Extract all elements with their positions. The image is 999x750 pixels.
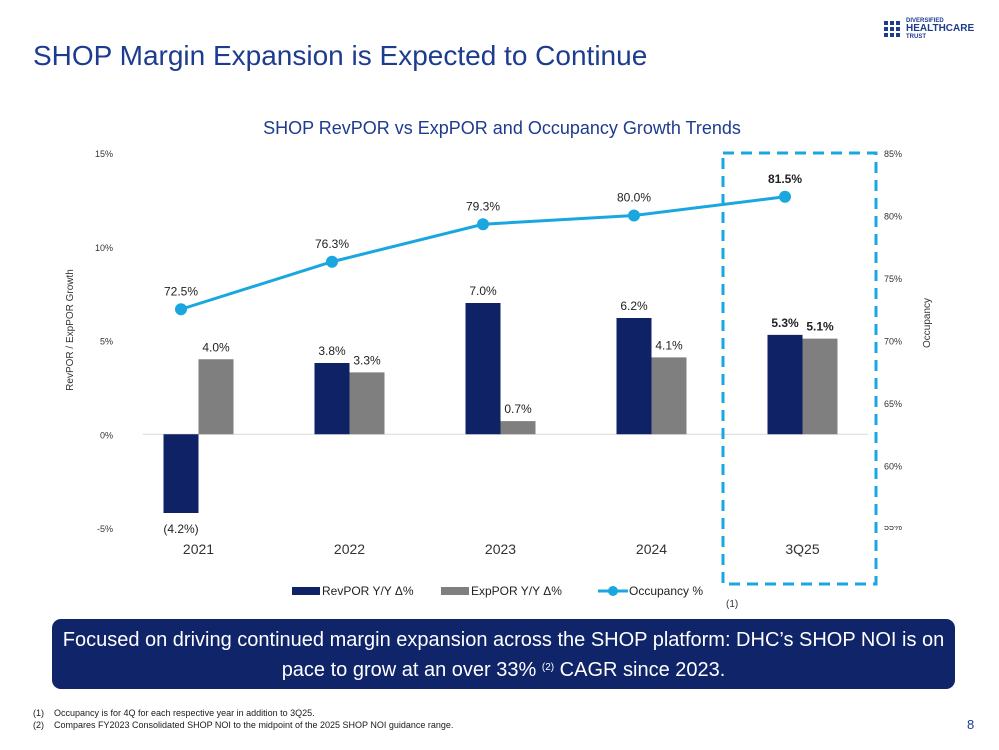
y-tick-label: 10% [95, 243, 113, 253]
occupancy-point [779, 190, 791, 203]
occupancy-data-label: 80.0% [617, 191, 651, 205]
occupancy-data-label: 76.3% [315, 237, 349, 251]
y2-tick-label: 85% [884, 149, 902, 159]
y-tick-label: 15% [95, 149, 113, 159]
logo-grid-icon [884, 21, 900, 37]
occupancy-point [477, 218, 489, 231]
y2-tick-label: 75% [884, 274, 902, 284]
logo-line-2: HEALTHCARE [906, 23, 975, 34]
company-logo: DIVERSIFIED HEALTHCARE TRUST [884, 18, 974, 40]
y2-tick-label: 65% [884, 399, 902, 409]
footnotes: (1) Occupancy is for 4Q for each respect… [33, 707, 453, 731]
legend-exppor-label: ExpPOR Y/Y Δ% [471, 584, 562, 598]
x-tick-label: 2021 [183, 541, 214, 557]
highlight-footnote-ref: (1) [726, 599, 738, 610]
chart-legend: RevPOR Y/Y Δ% ExpPOR Y/Y Δ% Occupancy % [292, 584, 703, 598]
exppor-data-label: 3.3% [353, 353, 381, 367]
legend-revpor-swatch [292, 587, 320, 595]
revpor-data-label: 6.2% [620, 299, 648, 313]
logo-line-1: DIVERSIFIED [906, 18, 944, 24]
y2-tick-label: 60% [884, 462, 902, 472]
footnote-number: (1) [33, 708, 44, 718]
combo-chart: SHOP RevPOR vs ExpPOR and Occupancy Grow… [65, 118, 933, 610]
y2-axis-label: Occupancy [922, 298, 933, 348]
x-tick-label: 2024 [636, 541, 667, 557]
revpor-bar [314, 363, 350, 435]
footnote-text: Occupancy is for 4Q for each respective … [54, 708, 315, 718]
revpor-data-label: 5.3% [771, 316, 799, 330]
footnote-number: (2) [33, 720, 44, 730]
callout-banner: Focused on driving continued margin expa… [52, 619, 955, 689]
exppor-data-label: 4.1% [655, 338, 683, 352]
exppor-bar [349, 372, 385, 435]
banner-text-end: CAGR since 2023. [559, 659, 726, 681]
x-tick-label: 3Q25 [785, 541, 819, 557]
page-title: SHOP Margin Expansion is Expected to Con… [33, 40, 648, 71]
y2-axis-mask [881, 476, 921, 526]
banner-text: Focused on driving continued margin expa… [62, 629, 945, 681]
y-tick-label: -5% [97, 524, 113, 534]
footnote-text: Compares FY2023 Consolidated SHOP NOI to… [54, 720, 454, 730]
occupancy-data-label: 81.5% [768, 172, 802, 186]
highlight-box [721, 151, 878, 586]
y-tick-label: 0% [100, 430, 113, 440]
exppor-data-label: 5.1% [806, 320, 834, 334]
exppor-bar [802, 338, 838, 435]
footnote-1: (1) Occupancy is for 4Q for each respect… [33, 707, 453, 719]
revpor-data-label: (4.2%) [163, 522, 198, 536]
revpor-bar [616, 318, 652, 435]
revpor-bar [767, 334, 803, 435]
legend-occupancy-label: Occupancy % [629, 584, 703, 598]
occupancy-point [628, 209, 640, 222]
x-tick-label: 2023 [485, 541, 516, 557]
revpor-bar [163, 434, 199, 513]
page-number: 8 [967, 717, 975, 732]
exppor-bar [651, 357, 687, 435]
logo-line-3: TRUST [906, 34, 926, 40]
legend-occupancy-marker [608, 586, 618, 596]
revpor-bar [465, 303, 501, 435]
exppor-data-label: 0.7% [504, 402, 532, 416]
banner-footnote-ref: (2) [541, 662, 555, 673]
x-tick-label: 2022 [334, 541, 365, 557]
revpor-data-label: 3.8% [318, 344, 346, 358]
occupancy-point [326, 255, 338, 268]
y2-tick-label: 70% [884, 337, 902, 347]
exppor-bar [198, 359, 234, 435]
revpor-data-label: 7.0% [469, 284, 497, 298]
y2-tick-label: 80% [884, 212, 902, 222]
y-tick-label: 5% [100, 337, 113, 347]
y-axis-label: RevPOR / ExpPOR Growth [65, 269, 76, 391]
chart-title: SHOP RevPOR vs ExpPOR and Occupancy Grow… [263, 118, 741, 138]
occupancy-data-label: 79.3% [466, 199, 500, 213]
legend-revpor-label: RevPOR Y/Y Δ% [322, 584, 414, 598]
footnote-2: (2) Compares FY2023 Consolidated SHOP NO… [33, 719, 453, 731]
exppor-data-label: 4.0% [202, 340, 230, 354]
legend-exppor-swatch [441, 587, 469, 595]
y2-tick-label: 55% [884, 522, 902, 532]
exppor-bar [500, 421, 536, 435]
occupancy-data-label: 72.5% [164, 284, 198, 298]
occupancy-point [175, 303, 187, 316]
